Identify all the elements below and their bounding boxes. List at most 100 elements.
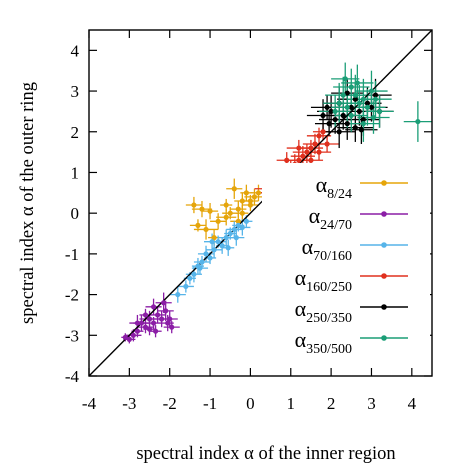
- data-point: [352, 125, 358, 131]
- data-point: [122, 334, 128, 340]
- data-point: [227, 230, 233, 237]
- data-point: [223, 214, 229, 220]
- data-point: [163, 308, 169, 314]
- data-point: [161, 300, 167, 306]
- data-point: [324, 104, 330, 110]
- y-tick-label: 0: [71, 204, 80, 223]
- data-point: [231, 226, 237, 233]
- data-point: [175, 291, 181, 298]
- y-axis-label: spectral index α of the outer ring: [18, 82, 38, 324]
- data-point: [155, 312, 161, 318]
- data-point: [134, 320, 141, 326]
- data-point: [316, 133, 322, 139]
- legend-label: α160/250: [295, 265, 352, 295]
- data-point: [233, 235, 239, 241]
- x-tick-label: -2: [163, 394, 177, 413]
- data-point: [358, 127, 364, 133]
- data-point: [360, 121, 366, 127]
- data-point: [251, 194, 258, 200]
- legend-label: α8/24: [316, 172, 352, 202]
- legend-marker: [381, 273, 387, 279]
- data-point: [320, 129, 326, 135]
- plot-frame: [88, 29, 433, 377]
- data-point: [195, 222, 201, 228]
- legend-marker: [381, 180, 387, 186]
- data-point: [336, 100, 342, 106]
- data-point: [332, 116, 338, 123]
- data-point: [142, 324, 149, 330]
- data-point: [142, 312, 149, 318]
- x-tick-label: 2: [327, 394, 336, 413]
- legend-marker: [381, 304, 387, 310]
- data-point: [348, 104, 354, 110]
- data-point: [370, 114, 377, 121]
- data-point: [360, 96, 366, 102]
- data-point: [324, 141, 330, 147]
- data-point: [300, 153, 306, 159]
- data-point: [134, 328, 141, 334]
- data-point: [326, 121, 332, 127]
- data-point: [207, 208, 213, 214]
- data-point: [340, 112, 346, 119]
- data-point: [316, 149, 322, 155]
- data-point: [203, 226, 209, 233]
- data-point: [199, 259, 205, 265]
- x-axis-label: spectral index α of the inner region: [136, 444, 395, 464]
- data-point: [296, 145, 302, 151]
- data-point: [336, 129, 342, 135]
- data-point: [183, 283, 189, 290]
- data-point: [243, 190, 249, 196]
- data-point: [165, 320, 171, 326]
- data-point: [296, 157, 302, 163]
- data-point: [146, 316, 153, 322]
- data-point: [167, 316, 173, 322]
- data-point: [209, 239, 215, 245]
- data-point: [332, 108, 338, 115]
- data-point: [368, 104, 375, 110]
- data-point: [415, 118, 421, 125]
- data-point: [126, 336, 132, 342]
- data-point: [348, 112, 354, 119]
- data-point: [344, 121, 350, 127]
- legend-label: α70/160: [302, 234, 352, 264]
- data-point: [344, 104, 350, 110]
- data-point: [199, 206, 205, 212]
- data-point: [376, 108, 383, 115]
- data-point: [191, 202, 197, 208]
- data-point: [150, 304, 157, 310]
- data-point: [328, 108, 334, 115]
- x-tick-label: -3: [122, 394, 136, 413]
- data-point: [304, 149, 310, 155]
- data-point: [284, 157, 290, 163]
- identity-line: [89, 30, 432, 376]
- data-point: [227, 210, 233, 216]
- y-tick-label: 2: [71, 123, 80, 142]
- legend: α8/24α24/70α70/160α160/250α250/350α350/5…: [262, 163, 430, 359]
- data-point: [352, 92, 358, 98]
- data-point: [372, 96, 379, 102]
- data-point: [197, 265, 203, 271]
- tick-labels: -4 -3 -2 -1 0 1 2 3 4 -4 -3 -2 -1 0 1 2 3 4: [65, 41, 417, 413]
- data-point: [235, 222, 241, 228]
- data-point: [352, 96, 358, 102]
- data-point: [191, 271, 197, 277]
- y-tick-label: -2: [65, 286, 79, 305]
- data-point: [211, 247, 217, 253]
- data-point: [340, 92, 346, 98]
- data-point: [247, 198, 254, 204]
- data-point: [130, 332, 136, 338]
- data-point: [225, 245, 231, 251]
- data-point: [312, 141, 318, 147]
- x-tick-label: -1: [203, 394, 217, 413]
- data-point: [320, 112, 326, 119]
- data-point: [239, 224, 245, 231]
- data-point: [364, 100, 371, 106]
- data-point: [159, 316, 165, 322]
- y-tick-label: 1: [71, 163, 80, 182]
- data-point: [138, 320, 145, 326]
- data-point: [342, 76, 348, 82]
- data-point: [223, 202, 229, 208]
- data-point: [187, 275, 193, 281]
- data-point: [215, 239, 221, 245]
